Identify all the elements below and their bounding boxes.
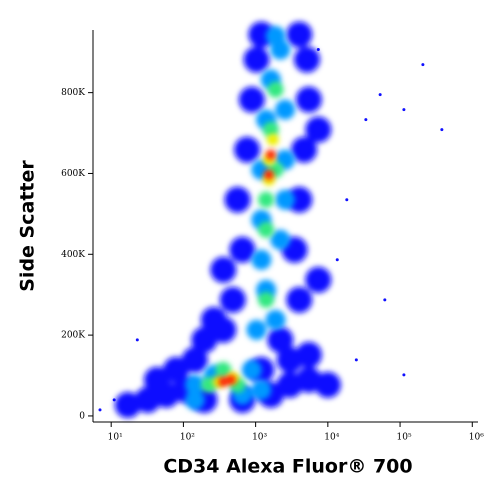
event-dot bbox=[234, 136, 261, 163]
event-dot bbox=[295, 86, 322, 113]
event-dot bbox=[293, 46, 320, 73]
density-level bbox=[184, 26, 296, 410]
event-dot bbox=[200, 306, 227, 333]
event-dot bbox=[181, 346, 208, 373]
event-dot bbox=[345, 198, 349, 202]
event-dot bbox=[135, 338, 139, 342]
event-dot bbox=[98, 408, 102, 412]
density-level bbox=[98, 48, 444, 412]
event-dot bbox=[402, 108, 406, 112]
plot-area bbox=[98, 21, 444, 419]
event-dot bbox=[143, 366, 170, 393]
event-dot bbox=[184, 389, 205, 410]
event-dot bbox=[210, 256, 237, 283]
x-tick-label: 10⁵ bbox=[397, 433, 412, 443]
y-tick-label: 200K bbox=[61, 331, 85, 341]
event-dot bbox=[275, 99, 296, 120]
event-dot bbox=[295, 341, 322, 368]
event-dot bbox=[335, 258, 339, 262]
x-tick-label: 10² bbox=[180, 433, 195, 443]
event-dot bbox=[246, 319, 267, 340]
x-tick-label: 10⁴ bbox=[324, 433, 339, 443]
event-dot bbox=[286, 186, 313, 213]
event-dot bbox=[265, 26, 286, 47]
event-dot bbox=[251, 379, 272, 400]
event-dot bbox=[266, 133, 279, 146]
event-dot bbox=[267, 81, 284, 98]
event-dot bbox=[316, 48, 320, 52]
event-dot bbox=[112, 398, 116, 402]
event-dot bbox=[262, 121, 279, 138]
event-dot bbox=[241, 359, 262, 380]
y-tick-label: 800K bbox=[61, 88, 85, 98]
event-dot bbox=[291, 136, 318, 163]
event-dot bbox=[402, 373, 406, 377]
event-dot bbox=[114, 392, 141, 419]
event-dot bbox=[224, 186, 251, 213]
event-dot bbox=[218, 376, 229, 387]
event-dot bbox=[275, 189, 296, 210]
x-tick-label: 10³ bbox=[252, 433, 267, 443]
event-dot bbox=[267, 326, 294, 353]
density-level bbox=[114, 21, 341, 419]
event-dot bbox=[270, 229, 291, 250]
event-dot bbox=[243, 46, 270, 73]
event-dot bbox=[229, 236, 256, 263]
event-dot bbox=[265, 149, 276, 160]
event-dot bbox=[225, 374, 236, 385]
y-tick-label: 0 bbox=[79, 411, 85, 421]
event-dot bbox=[421, 63, 425, 67]
event-dot bbox=[238, 86, 265, 113]
y-axis-label: Side Scatter bbox=[17, 160, 39, 292]
event-dot bbox=[378, 93, 382, 97]
event-dot bbox=[364, 118, 368, 122]
event-dot bbox=[383, 298, 387, 302]
y-tick-label: 600K bbox=[61, 169, 85, 179]
density-level bbox=[200, 81, 284, 393]
event-dot bbox=[305, 266, 332, 293]
event-dot bbox=[314, 371, 341, 398]
event-dot bbox=[286, 286, 313, 313]
event-dot bbox=[219, 286, 246, 313]
event-dot bbox=[440, 128, 444, 132]
event-dot bbox=[305, 116, 332, 143]
x-axis-label: CD34 Alexa Fluor® 700 bbox=[163, 456, 412, 478]
x-tick-label: 10⁶ bbox=[469, 433, 484, 443]
event-dot bbox=[215, 361, 232, 378]
event-dot bbox=[258, 221, 275, 238]
density-level bbox=[218, 149, 276, 387]
event-dot bbox=[258, 291, 275, 308]
event-dot bbox=[286, 21, 313, 48]
event-dot bbox=[265, 309, 286, 330]
event-dot bbox=[354, 358, 358, 362]
event-dot bbox=[258, 191, 275, 208]
event-dot bbox=[184, 374, 205, 395]
y-tick-label: 400K bbox=[61, 250, 85, 260]
x-tick-label: 10¹ bbox=[108, 433, 123, 443]
event-dot bbox=[263, 169, 274, 180]
event-dot bbox=[251, 249, 272, 270]
